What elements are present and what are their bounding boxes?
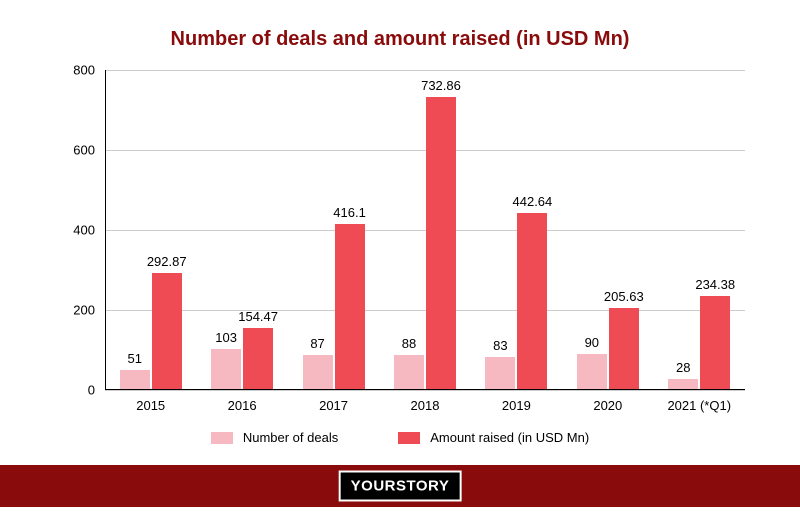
x-tick-label: 2021 (*Q1)	[667, 390, 731, 413]
bar: 51	[120, 370, 150, 390]
legend-label: Number of deals	[243, 430, 338, 445]
legend-label: Amount raised (in USD Mn)	[430, 430, 589, 445]
bar: 292.87	[152, 273, 182, 390]
bar: 416.1	[335, 224, 365, 390]
bar: 90	[577, 354, 607, 390]
bar-value-label: 90	[585, 335, 599, 354]
y-tick-label: 800	[73, 63, 105, 78]
bar-value-label: 87	[310, 336, 324, 355]
x-tick-label: 2017	[319, 390, 348, 413]
bar-value-label: 732.86	[421, 78, 461, 97]
bar: 442.64	[517, 213, 547, 390]
bar-group: 87416.12017	[288, 70, 379, 390]
bar: 234.38	[700, 296, 730, 390]
bar-group: 83442.642019	[471, 70, 562, 390]
legend-item: Amount raised (in USD Mn)	[398, 430, 589, 445]
x-tick-label: 2020	[593, 390, 622, 413]
y-tick-label: 0	[88, 383, 105, 398]
footer-band: YOURSTORY	[0, 465, 800, 507]
chart-frame: Number of deals and amount raised (in US…	[0, 0, 800, 526]
bar-groups: 51292.872015103154.47201687416.120178873…	[105, 70, 745, 390]
bar-value-label: 51	[127, 351, 141, 370]
logo-box: YOURSTORY	[339, 471, 462, 502]
legend-swatch	[211, 432, 233, 444]
bar-group: 88732.862018	[379, 70, 470, 390]
bar-group: 90205.632020	[562, 70, 653, 390]
bar-group: 103154.472016	[196, 70, 287, 390]
x-axis-line	[105, 389, 745, 390]
x-tick-label: 2015	[136, 390, 165, 413]
bar-value-label: 416.1	[333, 205, 366, 224]
y-tick-label: 600	[73, 143, 105, 158]
bar-group: 28234.382021 (*Q1)	[654, 70, 745, 390]
chart-title: Number of deals and amount raised (in US…	[0, 0, 800, 51]
legend-swatch	[398, 432, 420, 444]
plot-area: 0200400600800 51292.872015103154.4720168…	[105, 70, 745, 390]
x-tick-label: 2019	[502, 390, 531, 413]
y-tick-label: 400	[73, 223, 105, 238]
bar: 205.63	[609, 308, 639, 390]
bar-group: 51292.872015	[105, 70, 196, 390]
bar: 103	[211, 349, 241, 390]
bar-value-label: 88	[402, 336, 416, 355]
bar-value-label: 442.64	[513, 194, 553, 213]
logo-text: YOURSTORY	[351, 478, 450, 495]
bar: 732.86	[426, 97, 456, 390]
bar: 87	[303, 355, 333, 390]
bar: 154.47	[243, 328, 273, 390]
x-tick-label: 2018	[411, 390, 440, 413]
legend: Number of deals Amount raised (in USD Mn)	[0, 430, 800, 445]
bar-value-label: 83	[493, 338, 507, 357]
y-axis-line	[105, 70, 106, 390]
bar-value-label: 234.38	[695, 277, 735, 296]
bar-value-label: 28	[676, 360, 690, 379]
bar-value-label: 154.47	[238, 309, 278, 328]
bar-value-label: 205.63	[604, 289, 644, 308]
bar: 83	[485, 357, 515, 390]
bar: 88	[394, 355, 424, 390]
x-tick-label: 2016	[228, 390, 257, 413]
y-tick-label: 200	[73, 303, 105, 318]
plot: 0200400600800 51292.872015103154.4720168…	[105, 70, 745, 390]
legend-item: Number of deals	[211, 430, 338, 445]
bar-value-label: 103	[215, 330, 237, 349]
bar-value-label: 292.87	[147, 254, 187, 273]
